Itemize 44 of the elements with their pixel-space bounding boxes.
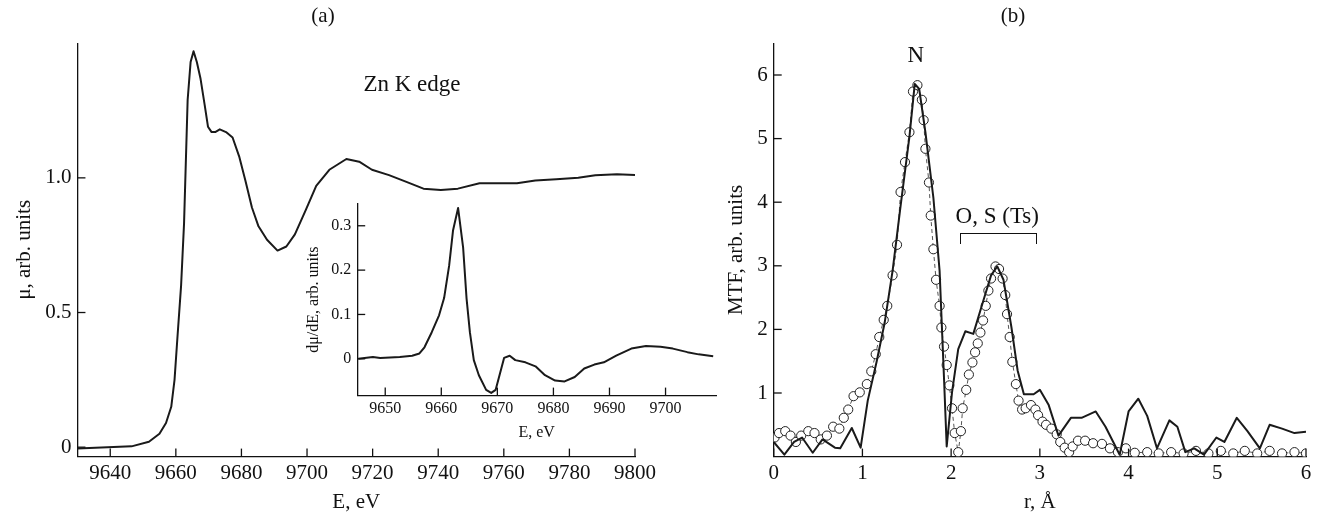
x-tick-label: 9740 [417, 459, 460, 484]
y-tick-label: 0 [60, 433, 72, 458]
chart-title: (a) [311, 3, 335, 28]
y-tick-label: 0.3 [331, 215, 352, 233]
x-tick-label: 9660 [154, 459, 197, 484]
y-axis-title: dμ/dE, arb. units [303, 246, 322, 353]
x-tick-label: 9680 [220, 459, 263, 484]
x-tick-label: 9680 [537, 399, 570, 417]
x-tick-label: 9640 [89, 459, 132, 484]
x-tick-label: 4 [1123, 459, 1135, 484]
x-tick-label: 9700 [649, 399, 682, 417]
x-tick-label: 9720 [351, 459, 394, 484]
y-tick-label: 0.5 [45, 299, 72, 324]
y-axis-title: MTF, arb. units [723, 184, 748, 315]
annotation: Zn K edge [363, 70, 461, 96]
x-axis-title: E, eV [332, 488, 381, 513]
x-tick-label: 9660 [425, 399, 458, 417]
x-tick-label: 5 [1212, 459, 1223, 484]
y-tick-label: 1.0 [45, 164, 72, 189]
y-tick-label: 0.2 [331, 260, 352, 278]
x-tick-label: 9700 [286, 459, 329, 484]
annotation: N [907, 41, 925, 67]
chart-title: (b) [1000, 3, 1026, 28]
y-tick-label: 5 [757, 125, 768, 150]
x-tick-label: 6 [1300, 459, 1312, 484]
x-tick-label: 1 [857, 459, 868, 484]
annotation: O, S (Ts) [955, 202, 1039, 228]
x-tick-label: 9780 [548, 459, 591, 484]
x-tick-label: 9670 [481, 399, 514, 417]
y-tick-label: 6 [757, 61, 768, 86]
x-tick-label: 2 [945, 459, 957, 484]
x-axis-title: r, Å [1023, 488, 1057, 513]
x-tick-label: 9800 [614, 459, 656, 484]
x-axis-title: E, eV [518, 422, 556, 440]
y-tick-label: 4 [757, 188, 769, 213]
y-axis-title: μ, arb. units [11, 199, 36, 300]
y-tick-label: 3 [757, 252, 768, 277]
x-tick-label: 9690 [593, 399, 626, 417]
x-tick-label: 9760 [482, 459, 525, 484]
x-tick-label: 3 [1034, 459, 1046, 484]
y-tick-label: 0 [343, 349, 352, 366]
y-tick-label: 0.1 [331, 304, 352, 322]
x-tick-label: 9650 [369, 399, 402, 417]
y-tick-label: 2 [757, 315, 768, 340]
